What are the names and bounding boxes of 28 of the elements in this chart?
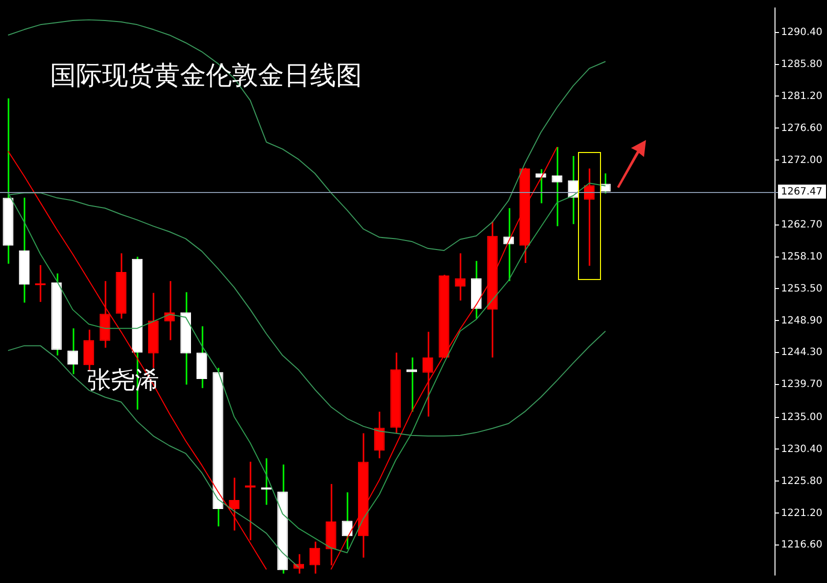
candlestick (584, 168, 595, 267)
text: 国际现货黄金伦敦金日线图 (50, 61, 362, 91)
candlestick (342, 492, 352, 550)
y-tick-label: 1235.00 (781, 412, 822, 423)
candlestick (503, 207, 514, 282)
y-tick-label: 1230.40 (781, 444, 822, 455)
y-tick-label: 1285.80 (781, 58, 822, 70)
y-tick-label: 1221.20 (781, 508, 822, 519)
y-tick-label: 1244.30 (781, 347, 822, 358)
y-tick-label: 1253.50 (781, 283, 822, 294)
y-tick-label: 1248.90 (781, 315, 822, 326)
candlestick (244, 460, 256, 542)
y-tick-label: 1281.20 (781, 90, 822, 102)
ref-line-label: 1267.47 (781, 186, 822, 198)
candlestick (552, 146, 562, 227)
y-tick-label: 1276.60 (781, 122, 822, 134)
candlestick (67, 328, 78, 375)
y-tick-label: 1216.60 (781, 540, 822, 551)
y-tick-label: 1225.80 (781, 476, 822, 487)
y-tick-label: 1262.70 (781, 219, 822, 230)
y-tick-label: 1239.70 (781, 379, 822, 390)
candlestick (228, 476, 240, 532)
y-tick-label: 1272.00 (781, 154, 822, 166)
candlestick (422, 331, 434, 418)
candlestick (454, 252, 466, 302)
y-tick-label: 1258.10 (781, 251, 822, 262)
y-tick-label: 1290.40 (781, 26, 822, 38)
candlestick (374, 410, 385, 460)
